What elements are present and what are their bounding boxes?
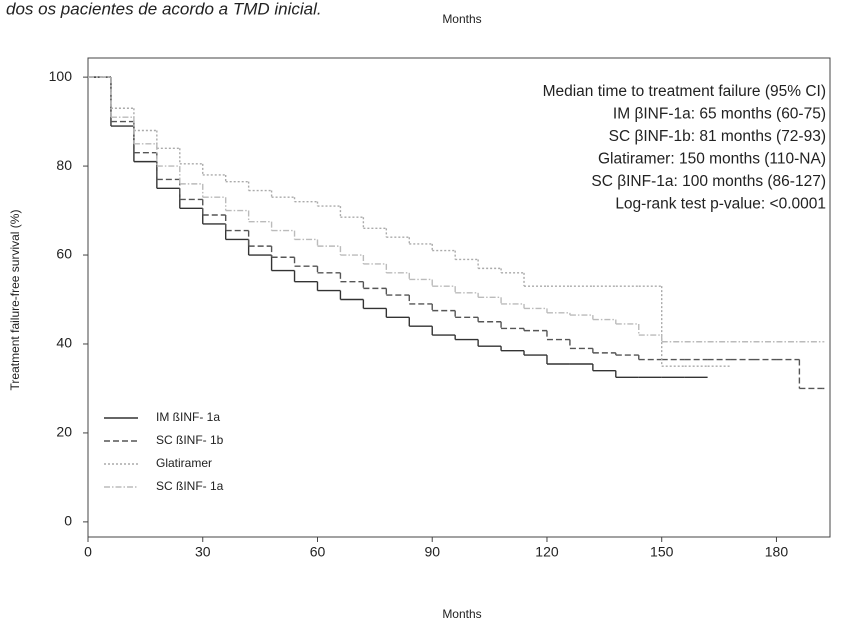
x-tick-label: 120 xyxy=(535,544,559,560)
annotation: IM βINF-1a: 65 months (60-75) xyxy=(613,106,826,123)
annotation: Glatiramer: 150 months (110-NA) xyxy=(598,151,826,168)
caption: dos os pacientes de acordo a TMD inicial… xyxy=(6,0,322,18)
x-tick-label: 180 xyxy=(765,544,789,560)
plot-frame xyxy=(87,57,831,538)
x-tick-label: 60 xyxy=(310,544,326,560)
y-tick-label: 100 xyxy=(49,68,73,84)
top-label: Months xyxy=(442,12,481,26)
y-tick-label: 0 xyxy=(64,513,72,529)
annotation: Median time to treatment failure (95% CI… xyxy=(543,83,826,100)
x-tick-label: 30 xyxy=(195,544,211,560)
x-tick-label: 90 xyxy=(424,544,440,560)
legend-label: Glatiramer xyxy=(156,456,212,470)
legend-label: SC ßINF- 1a xyxy=(156,479,224,493)
x-tick-label: 0 xyxy=(84,544,92,560)
y-tick-label: 60 xyxy=(56,246,72,262)
y-axis-label: Treatment failure-free survival (%) xyxy=(8,210,22,391)
y-tick-label: 40 xyxy=(56,335,72,351)
y-tick-label: 20 xyxy=(56,424,72,440)
legend-label: SC ßINF- 1b xyxy=(156,433,224,447)
annotation: SC βINF-1b: 81 months (72-93) xyxy=(609,128,826,145)
x-axis-label: Months xyxy=(442,607,481,621)
legend-label: IM ßINF- 1a xyxy=(156,410,220,424)
annotation: Log-rank test p-value: <0.0001 xyxy=(615,196,826,213)
annotation: SC βINF-1a: 100 months (86-127) xyxy=(591,173,826,190)
x-tick-label: 150 xyxy=(650,544,674,560)
y-tick-label: 80 xyxy=(56,157,72,173)
